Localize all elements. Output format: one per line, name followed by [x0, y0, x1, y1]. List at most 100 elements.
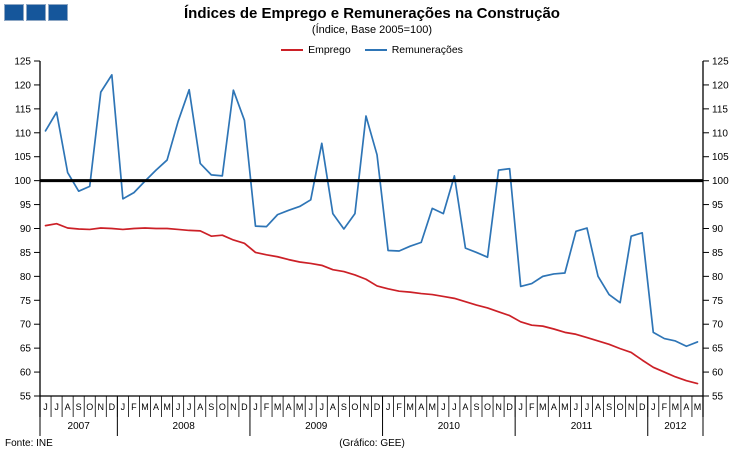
y-tick-label-right: 110: [712, 128, 728, 139]
legend-item-remuneracoes: Remunerações: [364, 44, 463, 56]
y-tick-label-right: 105: [712, 152, 729, 163]
y-tick-label-right: 125: [712, 57, 729, 68]
month-label: A: [330, 402, 336, 412]
month-label: S: [208, 402, 214, 412]
chart-legend: Emprego Remunerações: [0, 44, 744, 56]
month-label: S: [341, 402, 347, 412]
year-label: 2010: [438, 421, 461, 432]
series-line-emprego: [44, 222, 699, 385]
month-label: A: [551, 402, 557, 412]
month-label: D: [241, 402, 248, 412]
y-tick-label-left: 55: [20, 392, 32, 403]
y-tick-label-left: 65: [20, 344, 32, 355]
year-label: 2007: [68, 421, 91, 432]
month-label: J: [518, 402, 523, 412]
year-label: 2009: [305, 421, 328, 432]
month-label: S: [606, 402, 612, 412]
page-title: Índices de Emprego e Remunerações na Con…: [184, 5, 560, 22]
month-label: N: [98, 402, 105, 412]
series-line-remuneracoes: [44, 74, 699, 348]
month-label: M: [672, 402, 680, 412]
footer-source: Fonte: INE: [5, 438, 53, 449]
y-tick-label-right: 80: [712, 272, 724, 283]
month-label: F: [131, 402, 137, 412]
y-tick-label-left: 60: [20, 368, 32, 379]
y-tick-label-left: 115: [15, 104, 31, 115]
y-tick-label-left: 70: [20, 320, 32, 331]
legend-label-remuneracoes: Remunerações: [391, 44, 463, 56]
month-label: J: [452, 402, 457, 412]
month-label: M: [163, 402, 171, 412]
y-tick-label-right: 60: [712, 368, 724, 379]
logo-square: [48, 4, 68, 21]
year-label: 2011: [571, 421, 593, 432]
y-tick-label-left: 100: [14, 176, 31, 187]
y-tick-label-right: 120: [712, 80, 729, 91]
month-label: J: [651, 402, 656, 412]
month-label: A: [418, 402, 424, 412]
month-label: M: [406, 402, 414, 412]
logo-square: [26, 4, 46, 21]
logo: [4, 4, 68, 21]
page-subtitle: (Índice, Base 2005=100): [311, 24, 433, 36]
month-label: M: [141, 402, 149, 412]
month-label: J: [308, 402, 313, 412]
y-tick-label-right: 115: [712, 104, 728, 115]
month-label: M: [429, 402, 437, 412]
y-tick-label-left: 105: [14, 152, 31, 163]
legend-swatch-emprego: [281, 48, 304, 52]
month-label: A: [683, 402, 689, 412]
month-label: J: [574, 402, 579, 412]
month-label: J: [386, 402, 391, 412]
month-label: J: [441, 402, 446, 412]
y-tick-label-left: 90: [20, 224, 32, 235]
month-label: F: [662, 402, 668, 412]
y-tick-label-left: 95: [20, 200, 32, 211]
month-label: N: [495, 402, 502, 412]
y-tick-label-right: 90: [712, 224, 724, 235]
month-label: N: [230, 402, 237, 412]
month-label: F: [529, 402, 535, 412]
month-label: O: [86, 402, 93, 412]
month-label: D: [639, 402, 646, 412]
y-tick-label-left: 110: [15, 128, 31, 139]
year-label: 2008: [173, 421, 196, 432]
month-label: D: [374, 402, 381, 412]
month-label: J: [585, 402, 590, 412]
y-tick-label-right: 65: [712, 344, 724, 355]
month-label: D: [506, 402, 513, 412]
month-label: J: [187, 402, 192, 412]
month-label: M: [694, 402, 702, 412]
y-tick-label-right: 70: [712, 320, 724, 331]
month-label: O: [617, 402, 624, 412]
legend-label-emprego: Emprego: [308, 44, 351, 56]
month-label: O: [219, 402, 226, 412]
month-label: A: [65, 402, 71, 412]
month-label: A: [197, 402, 203, 412]
month-label: N: [628, 402, 635, 412]
logo-square: [4, 4, 24, 21]
month-label: J: [320, 402, 325, 412]
month-label: O: [351, 402, 358, 412]
y-tick-label-right: 75: [712, 296, 724, 307]
month-label: M: [274, 402, 282, 412]
month-label: F: [264, 402, 270, 412]
y-tick-label-right: 100: [712, 176, 729, 187]
y-tick-label-right: 95: [712, 200, 724, 211]
month-label: A: [595, 402, 601, 412]
month-label: M: [561, 402, 569, 412]
month-label: A: [286, 402, 292, 412]
month-label: N: [363, 402, 370, 412]
y-tick-label-left: 125: [14, 57, 31, 68]
legend-swatch-remuneracoes: [364, 48, 387, 52]
month-label: O: [484, 402, 491, 412]
month-label: S: [76, 402, 82, 412]
y-tick-label-left: 85: [20, 248, 32, 259]
month-label: A: [462, 402, 468, 412]
month-label: J: [54, 402, 59, 412]
month-label: M: [539, 402, 547, 412]
y-tick-label-left: 75: [20, 296, 32, 307]
y-tick-label-left: 80: [20, 272, 32, 283]
